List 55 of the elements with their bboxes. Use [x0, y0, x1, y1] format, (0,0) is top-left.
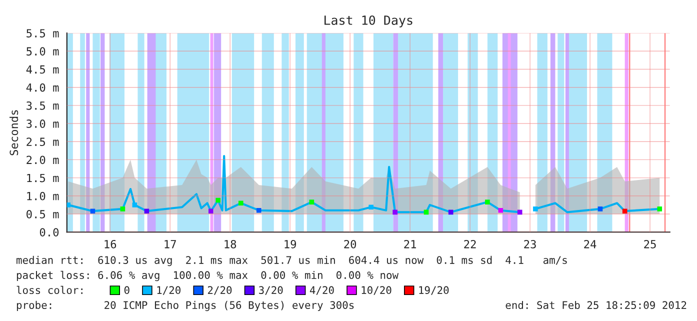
x-tick-label: 24	[584, 240, 596, 248]
legend-label: 3/20	[259, 286, 283, 295]
y-tick-label: 1.0 m	[27, 192, 59, 200]
point	[392, 210, 398, 215]
point	[657, 206, 662, 212]
point	[216, 198, 220, 203]
point	[90, 208, 96, 214]
y-tick-label: 3.0 m	[26, 120, 59, 128]
legend-title: loss color:	[16, 286, 82, 294]
y-tick-label: 0.5 m	[26, 210, 59, 218]
text: median rtt: 610.3 us avg 2.1 ms max 501.7 us min 604.4 us now 0.1 ms sd 4.1 am/s	[16, 256, 567, 266]
x-tick-label: 19	[284, 240, 296, 248]
point	[120, 206, 126, 212]
x-tick-label: 17	[164, 240, 176, 248]
point	[309, 200, 314, 204]
y-tick-label: 3.5 m	[26, 101, 59, 110]
y-axis-title: Seconds	[10, 110, 18, 156]
y-tick-label: 5.0 m	[26, 47, 59, 56]
point	[533, 206, 538, 212]
y-tick-label: 5.5 m	[26, 29, 59, 38]
point	[622, 208, 628, 214]
x-tick-label: 16	[104, 240, 116, 248]
point	[238, 200, 244, 206]
x-tick-label: 23	[524, 240, 536, 248]
y-tick-label: 4.0 m	[26, 83, 59, 92]
text: packet loss: 6.06 % avg 100.00 % max 0.00 % min 0.00 % now	[16, 270, 399, 282]
legend-label: 2/20	[208, 286, 232, 295]
point	[144, 208, 150, 214]
x-tick-label: 18	[224, 240, 236, 248]
text: end: Sat Feb 25 18:25:09 2012	[506, 300, 686, 310]
y-tick-label: 0.0	[40, 228, 59, 236]
x-tick-label: 25	[644, 240, 656, 248]
y-tick-label: 2.0 m	[26, 156, 59, 164]
legend-label: 0	[124, 286, 130, 294]
legend-label: 19/20	[419, 286, 449, 295]
legend-label: 10/20	[362, 286, 392, 295]
point	[598, 206, 603, 212]
x-tick-label: 21	[404, 240, 416, 248]
y-tick-label: 2.5 m	[26, 138, 59, 146]
point	[448, 210, 454, 215]
point	[498, 208, 504, 213]
x-tick-label: 20	[344, 240, 356, 248]
text: probe: 20 ICMP Echo Pings (56 Bytes) every 300s	[16, 300, 354, 312]
point	[132, 202, 138, 208]
point	[485, 200, 490, 204]
y-tick-label: 1.5 m	[27, 174, 59, 182]
chart-title: Last 10 Days	[324, 15, 412, 28]
legend-label: 4/20	[310, 286, 334, 295]
x-tick-label: 22	[464, 240, 476, 248]
y-tick-label: 4.5 m	[26, 65, 59, 74]
point	[208, 208, 214, 214]
point	[368, 204, 374, 210]
legend-label: 1/20	[157, 286, 180, 295]
point	[256, 208, 262, 213]
point	[66, 202, 71, 208]
